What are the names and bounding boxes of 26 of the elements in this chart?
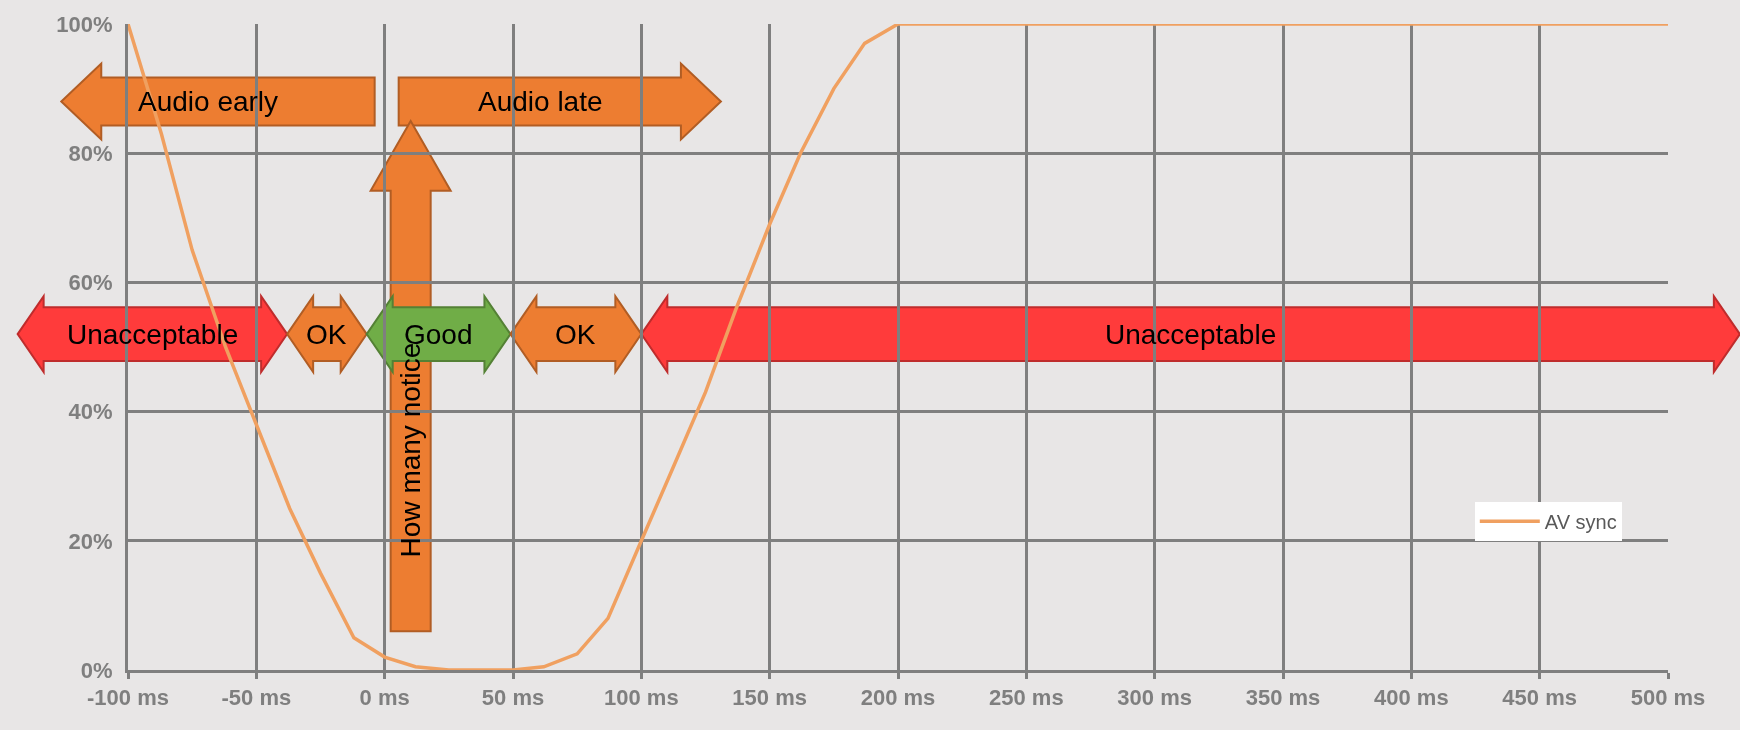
x-tick-label: 300 ms xyxy=(1117,685,1192,711)
x-tick-label: 0 ms xyxy=(359,685,410,711)
x-tick-label: 400 ms xyxy=(1374,685,1449,711)
annotation: Unacceptable xyxy=(1105,319,1277,350)
x-tick-label: 150 ms xyxy=(732,685,807,711)
x-tick-label: 200 ms xyxy=(860,685,936,711)
y-tick-label: 20% xyxy=(68,528,113,554)
annotation: OK xyxy=(555,319,596,350)
annotation: Unacceptable xyxy=(67,319,239,350)
y-tick-label: 0% xyxy=(80,657,113,683)
x-tick-label: 500 ms xyxy=(1630,685,1706,711)
x-tick-label: 50 ms xyxy=(481,685,545,711)
legend-label: AV sync xyxy=(1544,511,1617,534)
x-tick-label: 450 ms xyxy=(1502,685,1577,711)
y-tick-label: 60% xyxy=(68,270,113,296)
y-tick-label: 100% xyxy=(56,11,113,37)
x-tick-label: -100 ms xyxy=(87,685,169,711)
y-tick-label: 40% xyxy=(68,399,113,425)
x-tick-label: 250 ms xyxy=(989,685,1064,711)
x-tick-label: 100 ms xyxy=(604,685,679,711)
x-tick-label: -50 ms xyxy=(221,685,292,711)
x-tick-label: 350 ms xyxy=(1245,685,1321,711)
annotation: Audio early xyxy=(138,86,279,117)
annotation: Audio late xyxy=(478,86,603,117)
annotation: OK xyxy=(306,319,347,350)
y-tick-label: 80% xyxy=(68,140,113,166)
